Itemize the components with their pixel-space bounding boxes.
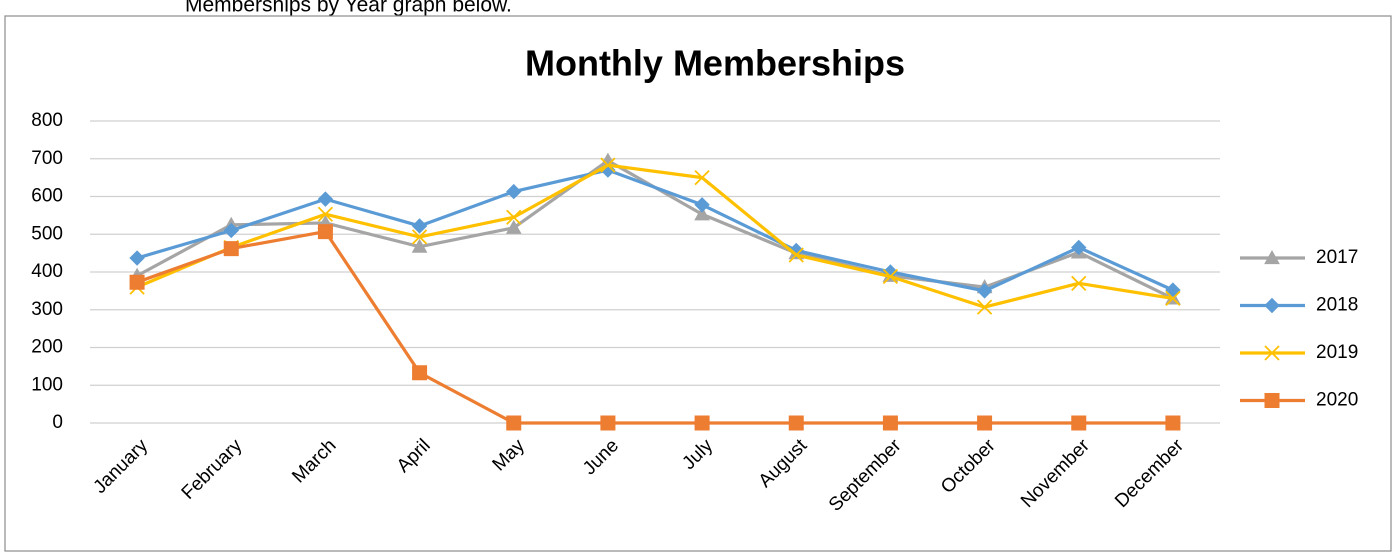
data-point <box>600 415 616 431</box>
data-point <box>129 274 145 290</box>
data-point <box>788 247 804 263</box>
data-point <box>129 250 145 266</box>
data-point <box>1165 290 1181 307</box>
data-point <box>506 415 522 431</box>
y-tick-label: 0 <box>52 412 63 433</box>
data-point <box>1071 415 1087 431</box>
legend-marker <box>1264 345 1280 361</box>
y-tick-label: 500 <box>31 223 63 244</box>
data-point <box>694 197 710 213</box>
y-tick-label: 300 <box>31 299 63 320</box>
legend-label: 2017 <box>1316 247 1358 268</box>
legend-marker <box>1264 249 1280 265</box>
data-point <box>694 169 710 186</box>
data-point <box>788 242 804 259</box>
legend-marker <box>1264 297 1280 314</box>
data-point <box>223 222 239 239</box>
data-point <box>600 157 616 173</box>
series-line <box>136 230 1173 425</box>
data-point <box>317 206 334 222</box>
data-point <box>411 218 428 234</box>
data-point <box>317 191 334 207</box>
y-tick-label: 700 <box>31 148 63 169</box>
data-point <box>223 241 239 257</box>
chart-title: Monthly Memberships <box>525 43 905 84</box>
data-point <box>976 283 993 299</box>
data-point <box>788 415 804 431</box>
series-line <box>136 163 1174 309</box>
data-point <box>882 268 899 285</box>
legend-marker <box>1264 393 1280 408</box>
y-tick-label: 400 <box>31 261 63 282</box>
data-point <box>506 183 522 200</box>
data-point <box>1165 415 1181 431</box>
legend-label: 2019 <box>1316 342 1358 363</box>
data-point <box>317 224 333 240</box>
legend-label: 2018 <box>1316 295 1358 316</box>
data-point <box>1071 239 1087 256</box>
data-point <box>411 238 428 253</box>
y-tick-label: 600 <box>31 186 63 207</box>
y-tick-label: 800 <box>31 110 63 131</box>
data-point <box>411 229 428 245</box>
data-point <box>977 415 993 431</box>
y-tick-label: 200 <box>31 337 63 358</box>
series-line <box>136 168 1174 293</box>
data-point <box>976 299 993 315</box>
y-tick-label: 100 <box>31 374 63 395</box>
data-point <box>882 415 898 431</box>
data-point <box>1071 275 1087 291</box>
data-point <box>694 206 710 221</box>
data-point <box>505 219 522 234</box>
legend-label: 2020 <box>1316 390 1358 411</box>
caption: Memberships by Year graph below. <box>185 0 512 17</box>
data-point <box>412 365 428 381</box>
data-point <box>694 415 710 431</box>
data-point <box>506 209 522 225</box>
